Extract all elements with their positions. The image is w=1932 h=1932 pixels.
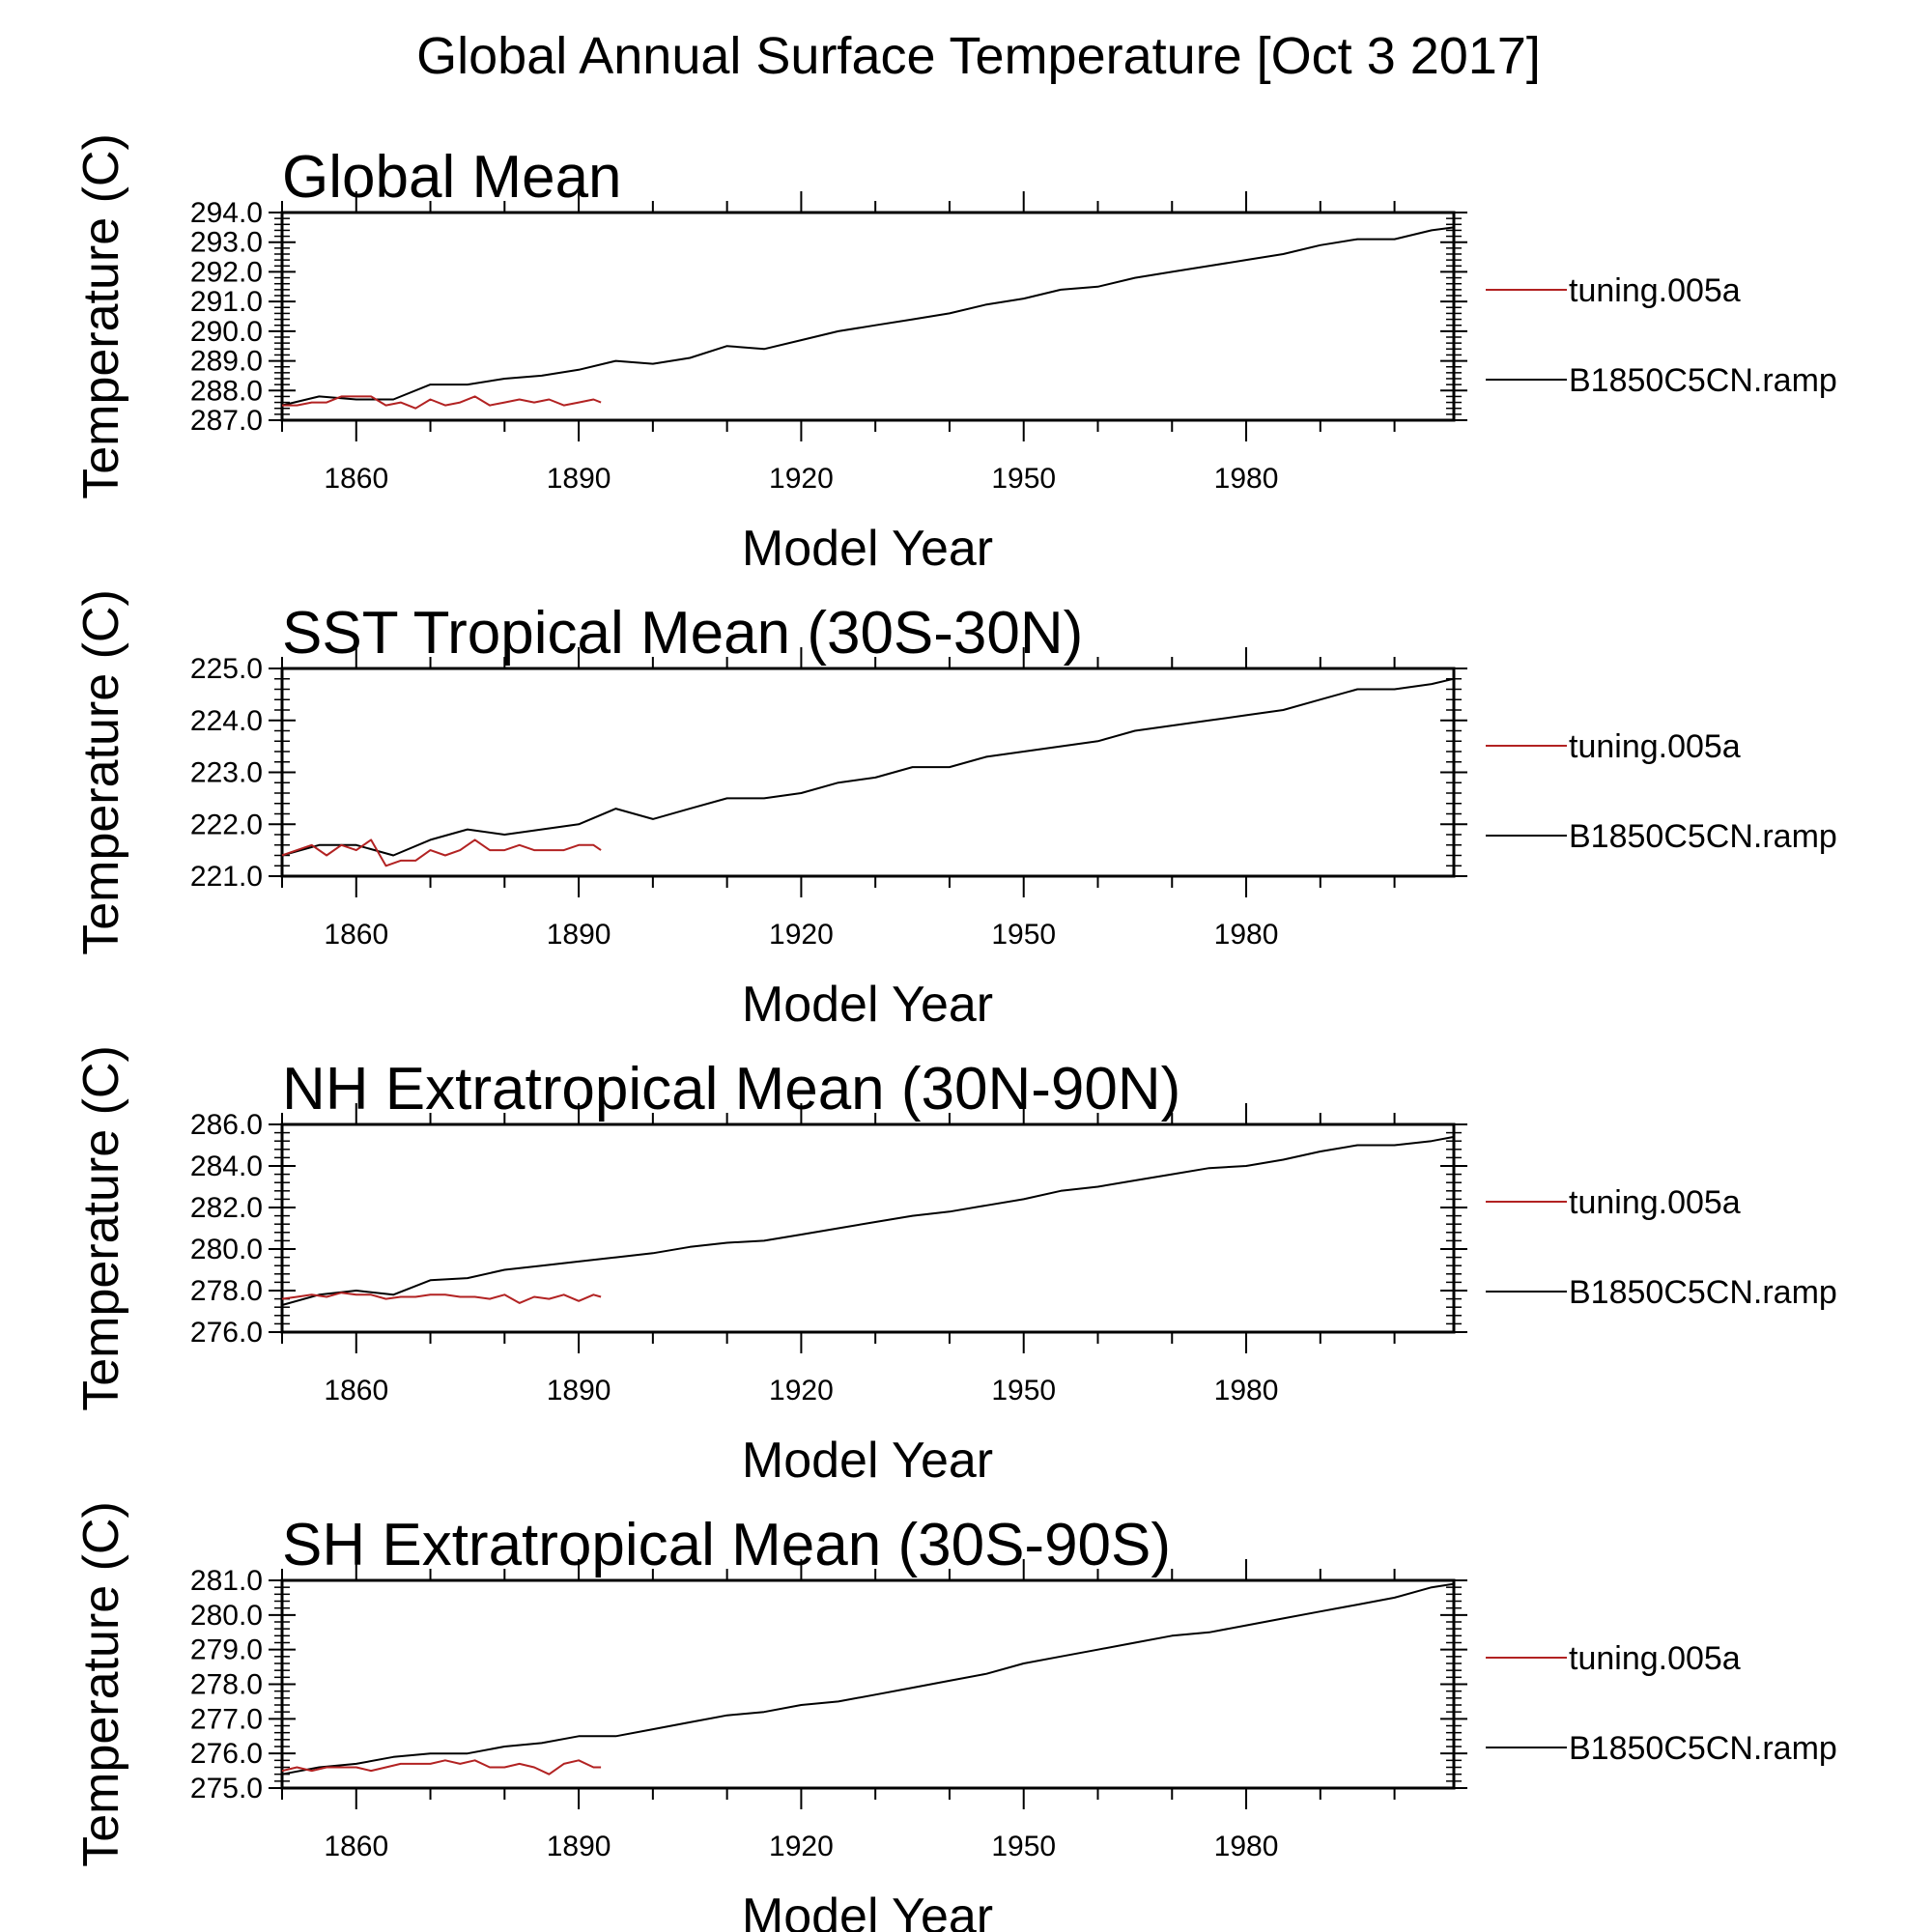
y-axis-label: Temperature (C)	[73, 133, 129, 499]
x-tick-label: 1860	[324, 1831, 388, 1862]
x-tick-label: 1980	[1214, 919, 1279, 951]
y-tick-label: 224.0	[190, 705, 263, 737]
y-axis-label: Temperature (C)	[73, 1045, 129, 1411]
x-tick-label: 1950	[991, 463, 1056, 495]
legend-label: tuning.005a	[1569, 728, 1741, 765]
x-tick-label: 1890	[547, 1375, 611, 1406]
series-line-0	[281, 838, 602, 867]
y-tick-label: 287.0	[190, 405, 263, 437]
y-tick-label: 278.0	[190, 1275, 263, 1307]
y-tick-label: 221.0	[190, 861, 263, 893]
chart-panel: SST Tropical Mean (30S-30N) Temperature (…	[73, 589, 1837, 1033]
x-tick-label: 1890	[547, 919, 611, 951]
y-tick-label: 223.0	[190, 757, 263, 789]
legend-label: B1850C5CN.ramp	[1569, 818, 1837, 855]
chart-panel: Global Mean Temperature (C) Model Year 1860…	[73, 133, 1837, 577]
y-tick-label: 276.0	[190, 1738, 263, 1770]
x-tick-label: 1980	[1214, 463, 1279, 495]
plot-frame	[280, 211, 1456, 422]
x-axis-label: Model Year	[742, 1889, 993, 1932]
y-tick-label: 277.0	[190, 1703, 263, 1735]
x-tick-label: 1920	[769, 1831, 834, 1862]
y-tick-label: 222.0	[190, 809, 263, 840]
chart-panel: NH Extratropical Mean (30N-90N) Temperatu…	[73, 1045, 1837, 1489]
x-tick-label: 1950	[991, 919, 1056, 951]
y-tick-label: 290.0	[190, 316, 263, 348]
y-tick-label: 275.0	[190, 1773, 263, 1804]
x-tick-label: 1860	[324, 1375, 388, 1406]
series-line-1	[281, 226, 1455, 407]
y-tick-label: 286.0	[190, 1109, 263, 1141]
panel-title: SST Tropical Mean (30S-30N)	[282, 600, 1083, 667]
y-axis-label: Temperature (C)	[73, 589, 129, 955]
x-axis-label: Model Year	[742, 1433, 993, 1489]
y-tick-label: 293.0	[190, 227, 263, 259]
x-tick-label: 1860	[324, 463, 388, 495]
legend-label: B1850C5CN.ramp	[1569, 1274, 1837, 1311]
legend-label: tuning.005a	[1569, 272, 1741, 309]
chart-panel: SH Extratropical Mean (30S-90S) Temperatu…	[73, 1501, 1837, 1932]
y-tick-label: 278.0	[190, 1669, 263, 1701]
x-tick-label: 1950	[991, 1375, 1056, 1406]
plot-frame	[280, 667, 1456, 878]
series-line-0	[281, 1759, 602, 1776]
plot-frame	[280, 1122, 1456, 1334]
series-line-0	[282, 395, 602, 410]
legend-label: B1850C5CN.ramp	[1569, 362, 1837, 399]
x-tick-label: 1920	[769, 919, 834, 951]
x-tick-label: 1980	[1214, 1375, 1279, 1406]
y-tick-label: 276.0	[190, 1317, 263, 1349]
series-line-1	[281, 1582, 1455, 1776]
x-tick-label: 1920	[769, 1375, 834, 1406]
y-tick-label: 225.0	[190, 653, 263, 685]
x-tick-label: 1860	[324, 919, 388, 951]
x-tick-label: 1890	[547, 1831, 611, 1862]
series-line-0	[281, 1292, 602, 1304]
y-axis-label: Temperature (C)	[73, 1501, 129, 1867]
panel-title: NH Extratropical Mean (30N-90N)	[282, 1056, 1180, 1122]
y-tick-label: 280.0	[190, 1234, 263, 1265]
y-tick-label: 281.0	[190, 1565, 263, 1597]
y-tick-label: 280.0	[190, 1600, 263, 1632]
panel-title: SH Extratropical Mean (30S-90S)	[282, 1512, 1171, 1578]
series-line-1	[281, 1135, 1455, 1306]
series-line-1	[281, 677, 1455, 857]
page-title: Global Annual Surface Temperature [Oct 3…	[416, 27, 1541, 85]
y-tick-label: 282.0	[190, 1192, 263, 1224]
x-axis-label: Model Year	[742, 521, 993, 577]
y-tick-label: 289.0	[190, 346, 263, 378]
panel-title: Global Mean	[282, 144, 622, 211]
legend-label: tuning.005a	[1569, 1640, 1741, 1677]
x-axis-label: Model Year	[742, 977, 993, 1033]
plot-frame	[280, 1578, 1456, 1790]
legend-label: tuning.005a	[1569, 1184, 1741, 1221]
legend-label: B1850C5CN.ramp	[1569, 1730, 1837, 1767]
x-tick-label: 1950	[991, 1831, 1056, 1862]
x-tick-label: 1980	[1214, 1831, 1279, 1862]
x-tick-label: 1920	[769, 463, 834, 495]
chart-panels: Global Mean Temperature (C) Model Year 1860…	[73, 133, 1837, 1932]
x-tick-label: 1890	[547, 463, 611, 495]
y-tick-label: 284.0	[190, 1151, 263, 1182]
y-tick-label: 292.0	[190, 256, 263, 288]
y-tick-label: 294.0	[190, 197, 263, 229]
y-tick-label: 291.0	[190, 286, 263, 318]
y-tick-label: 279.0	[190, 1634, 263, 1666]
y-tick-label: 288.0	[190, 375, 263, 407]
